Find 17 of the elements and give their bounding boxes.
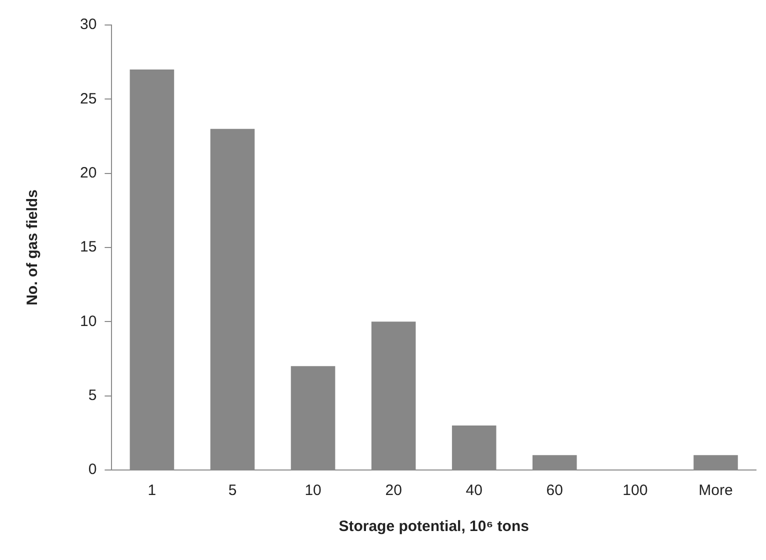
- x-tick-label: 5: [228, 482, 237, 500]
- x-tick-label: 20: [385, 482, 402, 500]
- y-tick-label: 5: [88, 386, 97, 404]
- x-tick-label: More: [698, 482, 733, 500]
- y-tick-label: 25: [80, 90, 97, 108]
- y-tick-label: 0: [88, 461, 97, 478]
- y-tick-label: 15: [80, 238, 97, 256]
- x-tick-label: 60: [546, 482, 563, 500]
- y-tick-label: 20: [80, 164, 97, 182]
- x-axis-title: Storage potential, 10⁶ tons: [338, 518, 529, 536]
- y-tick-label: 10: [80, 312, 97, 330]
- x-tick-label: 40: [466, 482, 482, 500]
- x-tick-label: 10: [304, 482, 322, 500]
- y-axis-title: No. of gas fields: [24, 190, 42, 306]
- y-tick-label: 30: [80, 16, 97, 34]
- x-tick-label: 100: [622, 482, 648, 500]
- x-tick-label: 1: [148, 482, 156, 500]
